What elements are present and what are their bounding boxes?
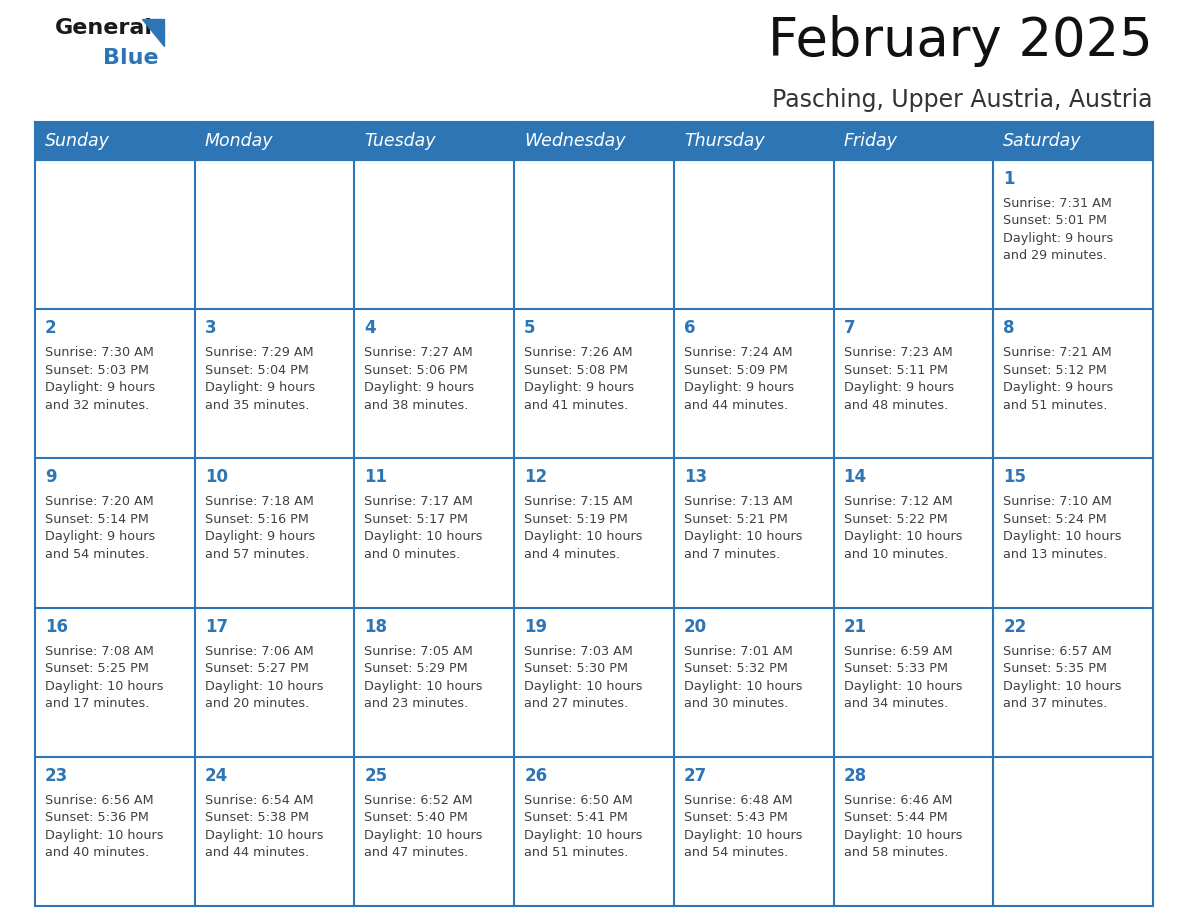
Text: Sunrise: 7:27 AM
Sunset: 5:06 PM
Daylight: 9 hours
and 38 minutes.: Sunrise: 7:27 AM Sunset: 5:06 PM Dayligh… [365, 346, 475, 411]
Text: 19: 19 [524, 618, 548, 635]
Text: Sunday: Sunday [45, 132, 109, 150]
Text: Sunrise: 6:46 AM
Sunset: 5:44 PM
Daylight: 10 hours
and 58 minutes.: Sunrise: 6:46 AM Sunset: 5:44 PM Dayligh… [843, 794, 962, 859]
Text: Sunrise: 6:57 AM
Sunset: 5:35 PM
Daylight: 10 hours
and 37 minutes.: Sunrise: 6:57 AM Sunset: 5:35 PM Dayligh… [1004, 644, 1121, 711]
Text: 3: 3 [204, 319, 216, 337]
Text: 13: 13 [684, 468, 707, 487]
Text: 5: 5 [524, 319, 536, 337]
Text: Sunrise: 7:10 AM
Sunset: 5:24 PM
Daylight: 10 hours
and 13 minutes.: Sunrise: 7:10 AM Sunset: 5:24 PM Dayligh… [1004, 496, 1121, 561]
Polygon shape [143, 19, 164, 46]
Text: Sunrise: 6:54 AM
Sunset: 5:38 PM
Daylight: 10 hours
and 44 minutes.: Sunrise: 6:54 AM Sunset: 5:38 PM Dayligh… [204, 794, 323, 859]
Text: General: General [55, 18, 153, 38]
Text: 7: 7 [843, 319, 855, 337]
Text: Sunrise: 7:08 AM
Sunset: 5:25 PM
Daylight: 10 hours
and 17 minutes.: Sunrise: 7:08 AM Sunset: 5:25 PM Dayligh… [45, 644, 164, 711]
Text: Sunrise: 7:18 AM
Sunset: 5:16 PM
Daylight: 9 hours
and 57 minutes.: Sunrise: 7:18 AM Sunset: 5:16 PM Dayligh… [204, 496, 315, 561]
Text: Sunrise: 7:15 AM
Sunset: 5:19 PM
Daylight: 10 hours
and 4 minutes.: Sunrise: 7:15 AM Sunset: 5:19 PM Dayligh… [524, 496, 643, 561]
Text: Saturday: Saturday [1004, 132, 1082, 150]
Text: Monday: Monday [204, 132, 273, 150]
Text: 25: 25 [365, 767, 387, 785]
Text: Sunrise: 6:52 AM
Sunset: 5:40 PM
Daylight: 10 hours
and 47 minutes.: Sunrise: 6:52 AM Sunset: 5:40 PM Dayligh… [365, 794, 484, 859]
Text: February 2025: February 2025 [769, 15, 1154, 67]
Text: Wednesday: Wednesday [524, 132, 626, 150]
Text: 22: 22 [1004, 618, 1026, 635]
Text: 17: 17 [204, 618, 228, 635]
Text: Sunrise: 6:50 AM
Sunset: 5:41 PM
Daylight: 10 hours
and 51 minutes.: Sunrise: 6:50 AM Sunset: 5:41 PM Dayligh… [524, 794, 643, 859]
Text: Sunrise: 7:13 AM
Sunset: 5:21 PM
Daylight: 10 hours
and 7 minutes.: Sunrise: 7:13 AM Sunset: 5:21 PM Dayligh… [684, 496, 802, 561]
Text: Sunrise: 7:31 AM
Sunset: 5:01 PM
Daylight: 9 hours
and 29 minutes.: Sunrise: 7:31 AM Sunset: 5:01 PM Dayligh… [1004, 197, 1113, 263]
Text: Pasching, Upper Austria, Austria: Pasching, Upper Austria, Austria [772, 88, 1154, 112]
Text: Sunrise: 7:03 AM
Sunset: 5:30 PM
Daylight: 10 hours
and 27 minutes.: Sunrise: 7:03 AM Sunset: 5:30 PM Dayligh… [524, 644, 643, 711]
Text: 1: 1 [1004, 170, 1015, 188]
Text: 24: 24 [204, 767, 228, 785]
Text: Sunrise: 7:17 AM
Sunset: 5:17 PM
Daylight: 10 hours
and 0 minutes.: Sunrise: 7:17 AM Sunset: 5:17 PM Dayligh… [365, 496, 484, 561]
Text: Thursday: Thursday [684, 132, 765, 150]
Text: Sunrise: 7:01 AM
Sunset: 5:32 PM
Daylight: 10 hours
and 30 minutes.: Sunrise: 7:01 AM Sunset: 5:32 PM Dayligh… [684, 644, 802, 711]
Text: Blue: Blue [103, 48, 159, 68]
Bar [34, 756, 1154, 906]
Text: 10: 10 [204, 468, 228, 487]
Text: Sunrise: 7:20 AM
Sunset: 5:14 PM
Daylight: 9 hours
and 54 minutes.: Sunrise: 7:20 AM Sunset: 5:14 PM Dayligh… [45, 496, 156, 561]
Text: 14: 14 [843, 468, 867, 487]
Text: Sunrise: 7:26 AM
Sunset: 5:08 PM
Daylight: 9 hours
and 41 minutes.: Sunrise: 7:26 AM Sunset: 5:08 PM Dayligh… [524, 346, 634, 411]
Text: 4: 4 [365, 319, 377, 337]
Text: 15: 15 [1004, 468, 1026, 487]
Text: 9: 9 [45, 468, 57, 487]
Text: 27: 27 [684, 767, 707, 785]
Text: 8: 8 [1004, 319, 1015, 337]
Text: Sunrise: 7:06 AM
Sunset: 5:27 PM
Daylight: 10 hours
and 20 minutes.: Sunrise: 7:06 AM Sunset: 5:27 PM Dayligh… [204, 644, 323, 711]
Text: 12: 12 [524, 468, 548, 487]
Text: 23: 23 [45, 767, 68, 785]
Text: Sunrise: 7:05 AM
Sunset: 5:29 PM
Daylight: 10 hours
and 23 minutes.: Sunrise: 7:05 AM Sunset: 5:29 PM Dayligh… [365, 644, 484, 711]
Text: Friday: Friday [843, 132, 897, 150]
Text: 18: 18 [365, 618, 387, 635]
Text: 21: 21 [843, 618, 867, 635]
Text: 2: 2 [45, 319, 57, 337]
Bar [34, 309, 1154, 458]
Text: Sunrise: 7:30 AM
Sunset: 5:03 PM
Daylight: 9 hours
and 32 minutes.: Sunrise: 7:30 AM Sunset: 5:03 PM Dayligh… [45, 346, 156, 411]
Text: 16: 16 [45, 618, 68, 635]
Text: Tuesday: Tuesday [365, 132, 436, 150]
Text: 6: 6 [684, 319, 695, 337]
Bar [34, 122, 1154, 160]
Text: Sunrise: 7:21 AM
Sunset: 5:12 PM
Daylight: 9 hours
and 51 minutes.: Sunrise: 7:21 AM Sunset: 5:12 PM Dayligh… [1004, 346, 1113, 411]
Text: 20: 20 [684, 618, 707, 635]
Bar [34, 608, 1154, 756]
Text: Sunrise: 7:29 AM
Sunset: 5:04 PM
Daylight: 9 hours
and 35 minutes.: Sunrise: 7:29 AM Sunset: 5:04 PM Dayligh… [204, 346, 315, 411]
Text: 11: 11 [365, 468, 387, 487]
Text: Sunrise: 6:59 AM
Sunset: 5:33 PM
Daylight: 10 hours
and 34 minutes.: Sunrise: 6:59 AM Sunset: 5:33 PM Dayligh… [843, 644, 962, 711]
Text: 26: 26 [524, 767, 548, 785]
Bar [34, 160, 1154, 309]
Text: Sunrise: 7:23 AM
Sunset: 5:11 PM
Daylight: 9 hours
and 48 minutes.: Sunrise: 7:23 AM Sunset: 5:11 PM Dayligh… [843, 346, 954, 411]
Text: Sunrise: 6:56 AM
Sunset: 5:36 PM
Daylight: 10 hours
and 40 minutes.: Sunrise: 6:56 AM Sunset: 5:36 PM Dayligh… [45, 794, 164, 859]
Text: Sunrise: 7:24 AM
Sunset: 5:09 PM
Daylight: 9 hours
and 44 minutes.: Sunrise: 7:24 AM Sunset: 5:09 PM Dayligh… [684, 346, 794, 411]
Text: Sunrise: 7:12 AM
Sunset: 5:22 PM
Daylight: 10 hours
and 10 minutes.: Sunrise: 7:12 AM Sunset: 5:22 PM Dayligh… [843, 496, 962, 561]
Text: Sunrise: 6:48 AM
Sunset: 5:43 PM
Daylight: 10 hours
and 54 minutes.: Sunrise: 6:48 AM Sunset: 5:43 PM Dayligh… [684, 794, 802, 859]
Bar [34, 458, 1154, 608]
Text: 28: 28 [843, 767, 867, 785]
